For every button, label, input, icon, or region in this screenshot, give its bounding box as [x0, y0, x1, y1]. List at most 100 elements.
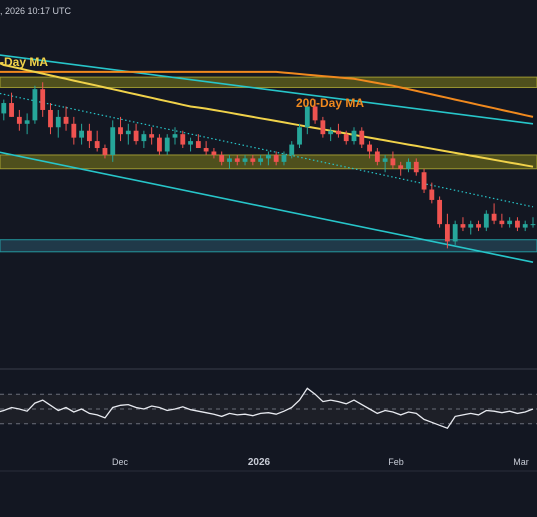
- support-zone: [0, 239, 537, 253]
- x-tick-label: Dec: [112, 457, 129, 467]
- candle: [63, 106, 69, 131]
- candle: [507, 217, 513, 228]
- candle: [320, 116, 326, 138]
- candle: [483, 210, 489, 232]
- candle-body: [63, 116, 69, 124]
- candle-body: [374, 151, 380, 162]
- candle-body: [86, 130, 92, 142]
- candle-body: [71, 123, 77, 138]
- candle-body: [398, 165, 404, 169]
- candle-body: [515, 220, 520, 228]
- candle-body: [211, 151, 217, 155]
- candle: [71, 116, 77, 145]
- candle-body: [188, 141, 193, 145]
- candle: [522, 220, 528, 232]
- candle-body: [530, 224, 536, 226]
- candle: [359, 127, 365, 149]
- lines-layer: [0, 54, 534, 263]
- candle-body: [390, 158, 396, 166]
- candle-body: [172, 134, 178, 138]
- candle-body: [320, 120, 326, 135]
- candle-body: [460, 224, 466, 228]
- candle-body: [24, 120, 30, 124]
- candle: [258, 154, 264, 166]
- time-axis: Dec 2026 Feb Mar: [112, 457, 529, 468]
- candle-body: [164, 137, 170, 152]
- candle: [398, 161, 404, 176]
- candle-body: [195, 141, 201, 149]
- candle: [211, 148, 217, 159]
- candle: [437, 196, 443, 228]
- lower-channel-line: [0, 151, 534, 263]
- candle: [406, 158, 411, 173]
- ma100-label: -Day MA: [0, 55, 48, 69]
- candle: [421, 168, 427, 193]
- candle-body: [94, 141, 100, 149]
- candle-body: [289, 144, 295, 155]
- candle: [460, 217, 466, 232]
- candle: [125, 123, 131, 145]
- candle: [250, 154, 256, 166]
- candle-body: [32, 89, 38, 121]
- candle: [281, 151, 287, 166]
- candle: [1, 99, 7, 121]
- x-tick-label: Mar: [513, 457, 529, 467]
- candle-body: [219, 154, 225, 162]
- candles-layer: [1, 82, 536, 249]
- candle: [133, 123, 139, 145]
- ma200-label: 200-Day MA: [296, 96, 364, 110]
- candle: [118, 116, 123, 142]
- x-tick-label: 2026: [248, 457, 271, 468]
- candle: [141, 130, 147, 149]
- candle-body: [149, 134, 155, 138]
- candle: [530, 217, 536, 228]
- candle-body: [312, 106, 318, 121]
- candle: [390, 151, 396, 169]
- candle-body: [48, 109, 53, 128]
- candle-body: [133, 130, 139, 142]
- candle-body: [118, 127, 123, 135]
- candle-body: [141, 134, 147, 142]
- candle-body: [444, 224, 450, 242]
- candle: [234, 154, 240, 166]
- candle-body: [437, 199, 443, 225]
- candle: [374, 148, 380, 166]
- candle-body: [16, 116, 22, 124]
- candle-body: [476, 224, 481, 228]
- candle: [304, 103, 310, 135]
- candle: [265, 151, 271, 166]
- candle-body: [429, 189, 435, 200]
- candle: [172, 127, 178, 145]
- candle-body: [40, 89, 46, 110]
- candle-body: [102, 148, 108, 155]
- candle: [312, 99, 318, 124]
- candle: [336, 123, 341, 138]
- candle-body: [382, 158, 388, 162]
- resistance-zone: [0, 76, 537, 88]
- candle-body: [180, 134, 186, 145]
- candle: [219, 151, 225, 166]
- candle: [273, 151, 279, 166]
- rsi-pane: [0, 387, 537, 429]
- candle-body: [304, 106, 310, 128]
- candle-body: [258, 158, 264, 162]
- candle-body: [406, 161, 411, 169]
- candle: [79, 123, 85, 145]
- candle-body: [125, 130, 131, 135]
- candle: [242, 154, 248, 166]
- candle-body: [234, 158, 240, 162]
- candle: [102, 144, 108, 159]
- candle-body: [79, 130, 85, 138]
- candle: [94, 130, 100, 152]
- candle-body: [507, 220, 513, 225]
- candle: [444, 213, 450, 249]
- candle: [24, 113, 30, 135]
- candle-body: [157, 137, 162, 152]
- candle-body: [452, 224, 458, 242]
- candle-body: [336, 130, 341, 135]
- candle-body: [421, 172, 427, 190]
- candle: [9, 92, 14, 117]
- candle: [40, 82, 46, 117]
